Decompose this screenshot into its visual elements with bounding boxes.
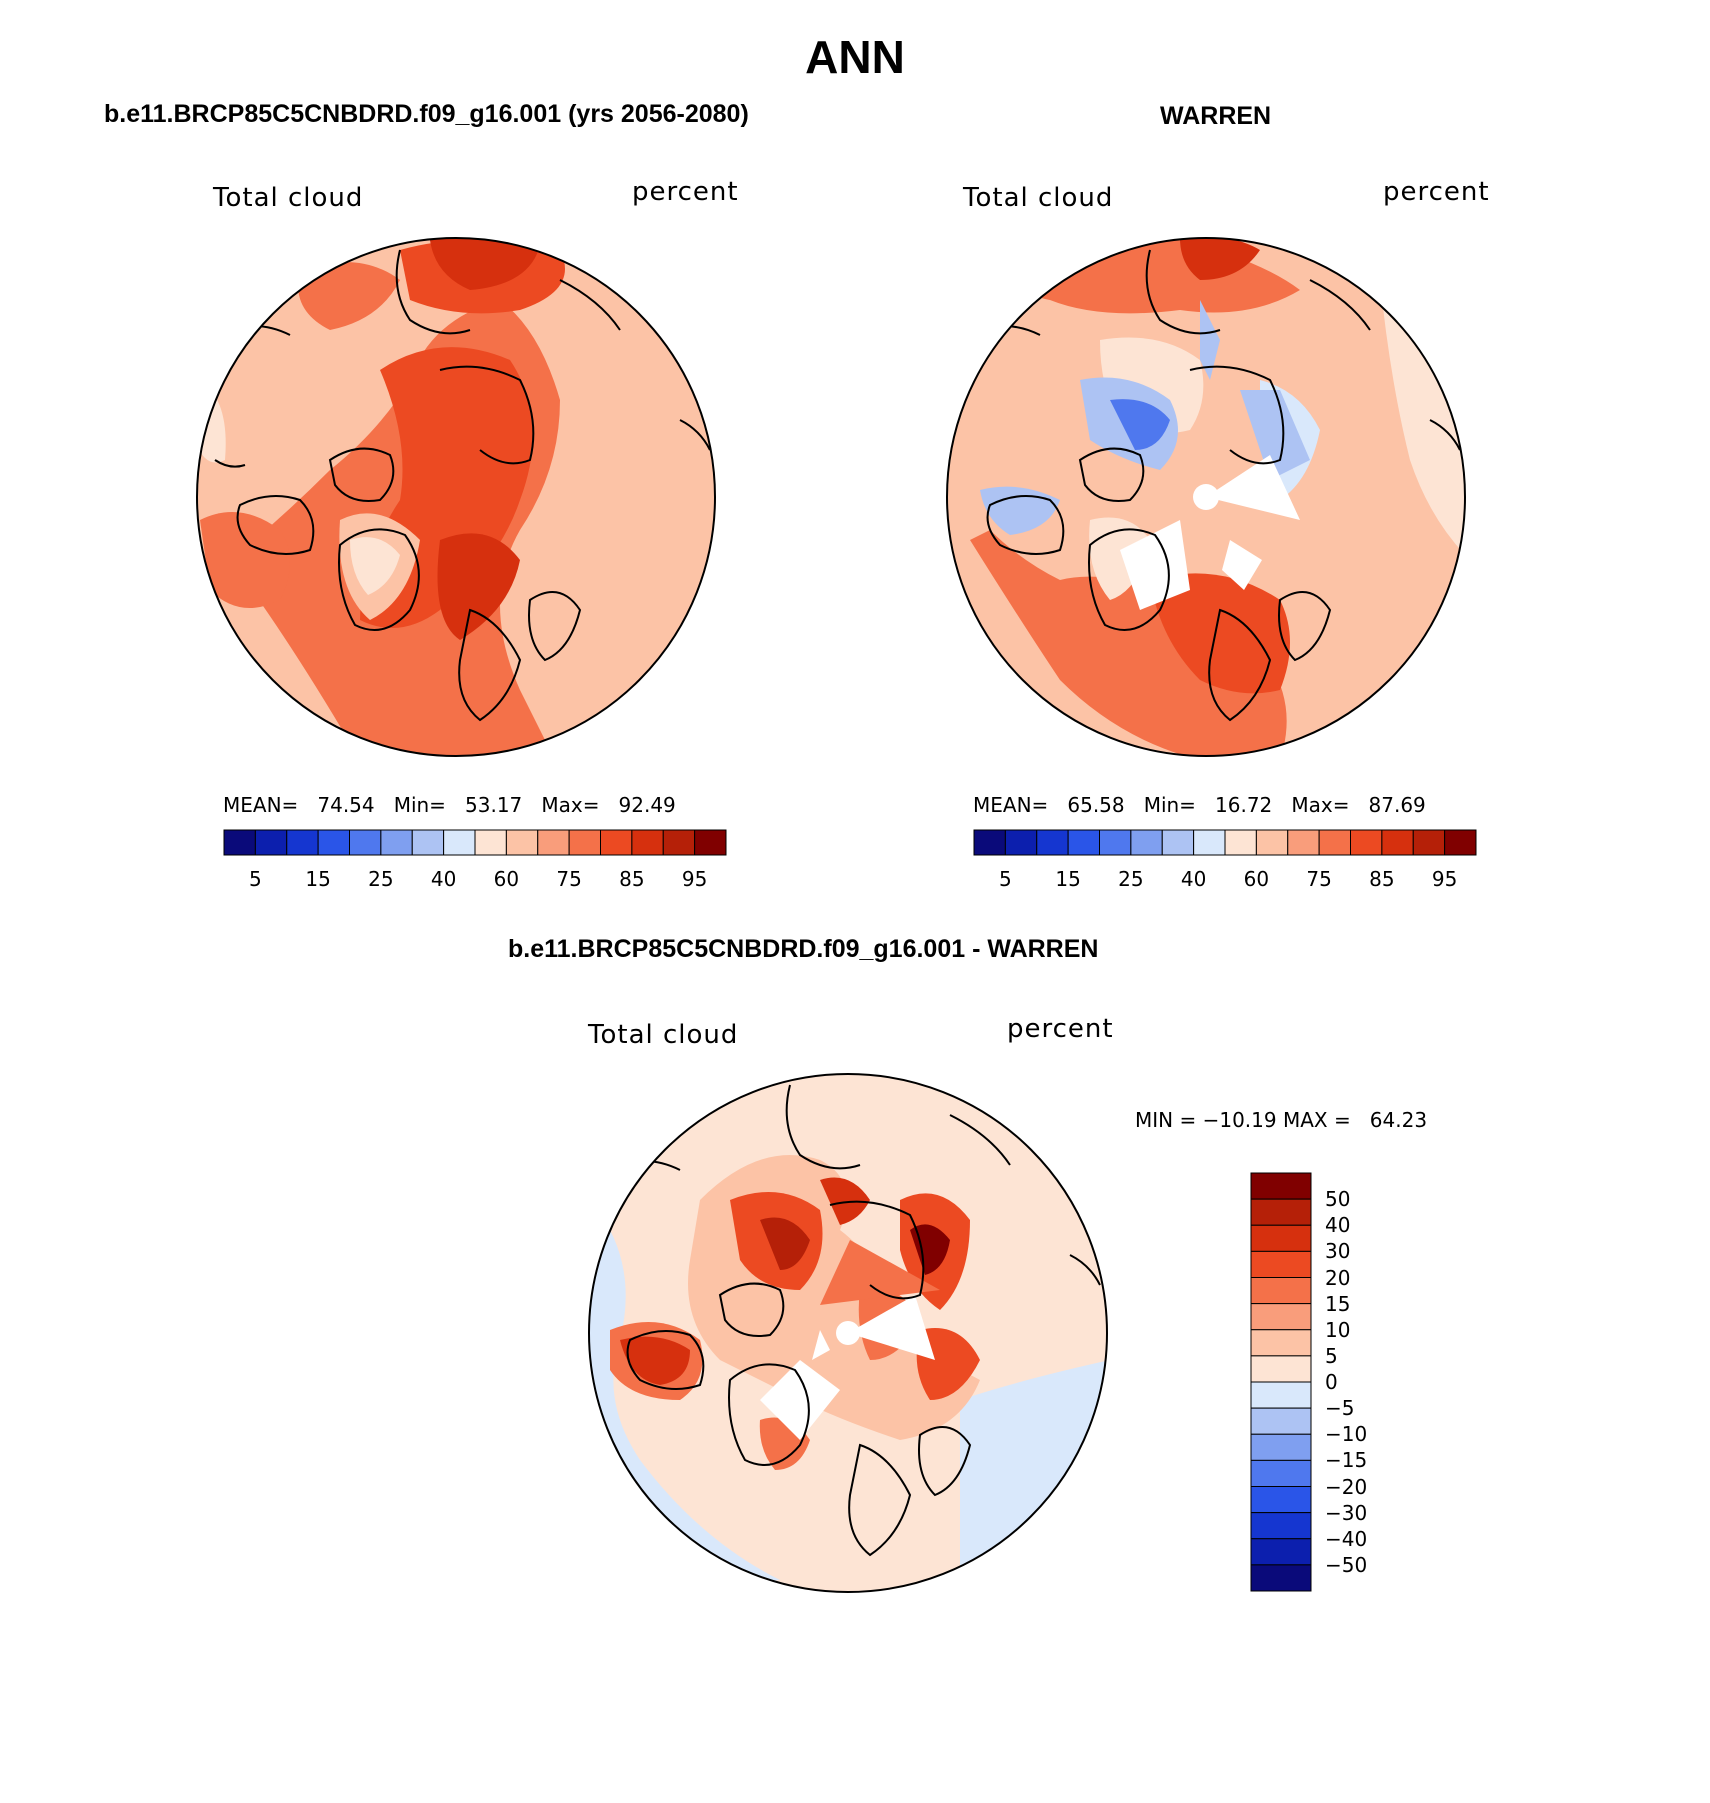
obs-colorbar-swatch xyxy=(1350,829,1383,856)
diff-colorbar-tick-label: −50 xyxy=(1325,1552,1368,1577)
diff-colorbar-swatch xyxy=(1250,1486,1312,1514)
model-colorbar-swatch xyxy=(600,829,633,856)
model-colorbar-tick-label: 60 xyxy=(493,867,520,891)
model-colorbar-tick-label: 40 xyxy=(430,867,457,891)
model-colorbar-swatch xyxy=(631,829,664,856)
obs-colorbar-swatch xyxy=(1255,829,1289,856)
diff-colorbar-tick-label: 20 xyxy=(1325,1265,1351,1290)
model-colorbar-swatch xyxy=(286,829,319,856)
model-colorbar-tick-label: 15 xyxy=(305,867,331,891)
diff-map xyxy=(589,1074,1107,1592)
obs-colorbar-tick-label: 40 xyxy=(1180,867,1207,891)
diff-colorbar-tick-label: −20 xyxy=(1325,1474,1368,1499)
diff-colorbar-tick-label: 0 xyxy=(1325,1370,1338,1394)
diff-colorbar-tick-label: 5 xyxy=(1325,1343,1338,1368)
model-colorbar-swatch xyxy=(694,829,727,856)
model-colorbar-tick-label: 25 xyxy=(368,867,394,891)
diff-colorbar-swatch xyxy=(1250,1198,1312,1226)
model-colorbar-swatch xyxy=(662,829,696,856)
obs-colorbar-swatch xyxy=(1130,829,1163,856)
diff-colorbar-swatch xyxy=(1250,1433,1312,1461)
model-colorbar-swatch xyxy=(474,829,507,856)
diff-colorbar-swatch xyxy=(1250,1538,1312,1566)
diff-colorbar xyxy=(1250,1172,1312,1592)
model-colorbar-tick-label: 85 xyxy=(619,867,645,891)
obs-colorbar-tick-label: 85 xyxy=(1369,867,1395,891)
diff-colorbar-tick-label: 40 xyxy=(1325,1213,1351,1238)
model-colorbar-tick-label: 5 xyxy=(249,867,262,891)
model-colorbar-tick-label: 75 xyxy=(556,867,582,891)
obs-colorbar-swatch xyxy=(1224,829,1257,856)
model-colorbar-swatch xyxy=(443,829,476,856)
model-panel-heading: b.e11.BRCP85C5CNBDRD.f09_g16.001 (yrs 20… xyxy=(104,100,749,128)
diff-colorbar-swatch xyxy=(1250,1329,1312,1357)
obs-colorbar-tick-label: 5 xyxy=(999,867,1012,891)
diff-colorbar-tick-label: −30 xyxy=(1325,1500,1368,1525)
model-units-label: percent xyxy=(632,177,739,207)
obs-units-label: percent xyxy=(1383,177,1490,207)
diff-colorbar-swatch xyxy=(1250,1355,1312,1383)
diff-units-label: percent xyxy=(1007,1014,1114,1044)
diff-panel-heading: b.e11.BRCP85C5CNBDRD.f09_g16.001 - WARRE… xyxy=(508,935,1099,963)
model-colorbar-swatch xyxy=(254,829,288,856)
model-colorbar-swatch xyxy=(505,829,539,856)
obs-colorbar-tick-label: 60 xyxy=(1243,867,1270,891)
obs-colorbar-swatch xyxy=(1193,829,1226,856)
model-colorbar-swatch xyxy=(537,829,570,856)
diff-colorbar-swatch xyxy=(1250,1407,1312,1435)
diff-colorbar-tick-label: 10 xyxy=(1325,1317,1351,1342)
obs-colorbar-tick-label: 75 xyxy=(1306,867,1332,891)
diff-stats: MIN = −10.19 MAX = 64.23 xyxy=(1135,1108,1428,1132)
diff-colorbar-tick-label: 30 xyxy=(1325,1239,1351,1264)
figure-title: ANN xyxy=(805,31,905,83)
obs-colorbar-swatch xyxy=(1412,829,1446,856)
diff-colorbar-tick-label: 50 xyxy=(1325,1187,1351,1212)
diff-colorbar-tick-label: −10 xyxy=(1325,1422,1368,1447)
obs-colorbar-tick-label: 25 xyxy=(1118,867,1144,891)
model-variable-label: Total cloud xyxy=(213,183,364,213)
model-colorbar-swatch xyxy=(349,829,382,856)
model-colorbar-swatch xyxy=(317,829,350,856)
diff-colorbar-tick-label: −40 xyxy=(1325,1526,1368,1551)
obs-colorbar-swatch xyxy=(1161,829,1195,856)
obs-stats: MEAN= 65.58 Min= 16.72 Max= 87.69 xyxy=(973,793,1426,817)
obs-colorbar xyxy=(973,829,1477,856)
diff-colorbar-swatch xyxy=(1250,1277,1312,1305)
diff-colorbar-swatch xyxy=(1250,1224,1312,1252)
obs-colorbar-swatch xyxy=(1036,829,1069,856)
obs-map xyxy=(947,238,1465,756)
model-colorbar-swatch xyxy=(568,829,601,856)
diff-colorbar-swatch xyxy=(1250,1381,1312,1409)
diff-colorbar-swatch xyxy=(1250,1564,1312,1592)
model-colorbar-swatch xyxy=(223,829,256,856)
diff-colorbar-tick-label: −5 xyxy=(1325,1396,1355,1421)
obs-colorbar-swatch xyxy=(1318,829,1351,856)
obs-panel-heading: WARREN xyxy=(1160,102,1272,130)
model-stats: MEAN= 74.54 Min= 53.17 Max= 92.49 xyxy=(223,793,676,817)
obs-colorbar-swatch xyxy=(1004,829,1038,856)
diff-colorbar-tick-label: 15 xyxy=(1325,1291,1351,1316)
model-colorbar-tick-label: 95 xyxy=(681,867,708,891)
model-colorbar-swatch xyxy=(411,829,445,856)
obs-colorbar-swatch xyxy=(1067,829,1100,856)
obs-colorbar-swatch xyxy=(973,829,1006,856)
diff-variable-label: Total cloud xyxy=(588,1020,739,1050)
obs-colorbar-swatch xyxy=(1381,829,1414,856)
obs-colorbar-tick-label: 95 xyxy=(1431,867,1458,891)
obs-variable-label: Total cloud xyxy=(963,183,1114,213)
diff-colorbar-swatch xyxy=(1250,1172,1312,1200)
diff-colorbar-swatch xyxy=(1250,1250,1312,1278)
model-colorbar-swatch xyxy=(380,829,413,856)
obs-colorbar-swatch xyxy=(1444,829,1477,856)
model-colorbar xyxy=(223,829,727,856)
obs-colorbar-tick-label: 15 xyxy=(1055,867,1081,891)
model-map xyxy=(197,238,715,756)
diff-colorbar-swatch xyxy=(1250,1303,1312,1331)
obs-colorbar-swatch xyxy=(1099,829,1132,856)
diff-colorbar-swatch xyxy=(1250,1512,1312,1540)
diff-colorbar-tick-label: −15 xyxy=(1325,1448,1368,1473)
obs-colorbar-swatch xyxy=(1287,829,1320,856)
diff-colorbar-swatch xyxy=(1250,1459,1312,1487)
